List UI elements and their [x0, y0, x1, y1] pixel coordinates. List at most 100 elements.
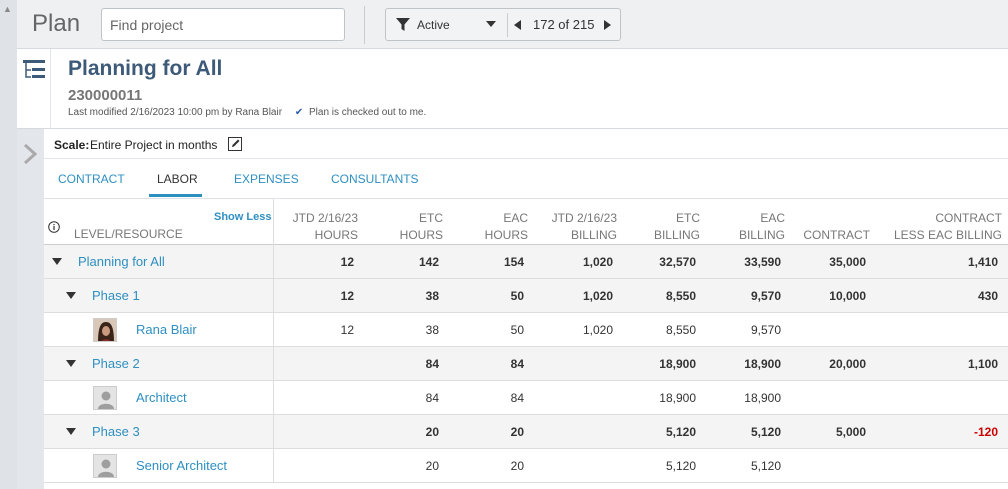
value-cell: 1,100	[967, 357, 998, 371]
column-header-line2: HOURS	[484, 228, 528, 242]
column-divider	[273, 199, 274, 483]
app-title: Plan	[32, 10, 81, 37]
value-cell: 20	[425, 459, 439, 473]
value-cell: 33,590	[744, 255, 781, 269]
side-panel-toggle[interactable]	[17, 129, 44, 489]
checkout-status-text: Plan is checked out to me.	[308, 107, 427, 118]
project-number: 230000011	[68, 87, 143, 104]
expand-toggle-icon[interactable]	[66, 428, 76, 435]
scale-bar: Scale: Entire Project in months	[44, 129, 1008, 159]
value-cell: 18,900	[659, 391, 696, 405]
value-cell: 50	[510, 323, 524, 337]
edit-icon[interactable]	[228, 137, 242, 151]
find-project-input[interactable]	[101, 8, 345, 41]
tab-consultants[interactable]: CONSULTANTS	[331, 172, 419, 186]
column-header-line2: HOURS	[399, 228, 443, 242]
column-header: JTD 2/16/23 HOURS	[277, 210, 358, 244]
value-cell: 32,570	[659, 255, 696, 269]
row-name-link[interactable]: Planning for All	[78, 254, 165, 269]
column-header-line1: EAC	[760, 211, 785, 225]
column-header: JTD 2/16/23 BILLING	[532, 210, 617, 244]
tab-expenses[interactable]: EXPENSES	[234, 172, 299, 186]
hierarchy-icon[interactable]	[23, 58, 45, 80]
show-less-link[interactable]: Show Less	[214, 211, 272, 223]
value-cell: 8,550	[665, 289, 696, 303]
value-cell: 5,000	[835, 425, 866, 439]
column-header: EAC BILLING	[704, 210, 785, 244]
value-cell: 5,120	[750, 425, 781, 439]
avatar	[93, 318, 117, 342]
avatar	[93, 386, 117, 410]
column-header: ETC HOURS	[362, 210, 443, 244]
value-cell: -120	[973, 425, 998, 439]
value-cell: 38	[425, 289, 439, 303]
value-cell: 154	[503, 255, 524, 269]
value-cell: 50	[510, 289, 524, 303]
row-name-link[interactable]: Phase 3	[92, 424, 140, 439]
main-content: Scale: Entire Project in months CONTRACT…	[44, 129, 1008, 489]
value-cell: 1,020	[582, 323, 613, 337]
expand-toggle-icon[interactable]	[66, 292, 76, 299]
chevron-right-icon[interactable]	[23, 143, 37, 165]
column-header: ETC BILLING	[621, 210, 700, 244]
resource-row: Senior Architect 20 20 5,120 5,120	[44, 449, 1008, 483]
column-header-line1: JTD 2/16/23	[551, 211, 617, 225]
expand-toggle-icon[interactable]	[52, 258, 62, 265]
column-header-line1: CONTRACT	[935, 211, 1002, 225]
toolbar-divider	[364, 6, 365, 44]
filter-value[interactable]: Active	[417, 18, 450, 32]
value-cell: 1,020	[582, 255, 613, 269]
value-cell: 430	[977, 289, 998, 303]
project-header: Planning for All 230000011 Last modified…	[17, 49, 1008, 129]
value-cell: 1,020	[582, 289, 613, 303]
column-header-line1: EAC	[503, 211, 528, 225]
row-name-link[interactable]: Architect	[136, 390, 187, 405]
row-name-link[interactable]: Phase 2	[92, 356, 140, 371]
row-name-link[interactable]: Senior Architect	[136, 458, 228, 473]
column-header-line2: HOURS	[314, 228, 358, 242]
row-name-link[interactable]: Rana Blair	[136, 322, 197, 337]
value-cell: 5,120	[665, 425, 696, 439]
scale-value: Entire Project in months	[90, 138, 218, 152]
filter-icon[interactable]	[396, 18, 410, 32]
active-tab-indicator	[149, 194, 202, 197]
tab-labor[interactable]: LABOR	[157, 172, 198, 186]
value-cell: 20	[425, 425, 439, 439]
column-header-line2: LESS EAC BILLING	[893, 228, 1002, 242]
next-record-icon[interactable]	[604, 20, 611, 30]
expand-toggle-icon[interactable]	[66, 360, 76, 367]
previous-record-icon[interactable]	[514, 20, 521, 30]
avatar	[93, 454, 117, 478]
value-cell: 12	[340, 323, 354, 337]
row-name-link[interactable]: Phase 1	[92, 288, 140, 303]
check-icon: ✔	[294, 107, 304, 118]
column-header: EAC HOURS	[447, 210, 528, 244]
scale-label: Scale:	[54, 138, 90, 152]
tab-contract[interactable]: CONTRACT	[58, 172, 125, 186]
column-header-line1: ETC	[419, 211, 443, 225]
value-cell: 84	[510, 357, 524, 371]
value-cell: 12	[340, 289, 354, 303]
value-cell: 20	[510, 425, 524, 439]
left-rail: ▲	[0, 0, 17, 489]
grid-header: LEVEL/RESOURCE Show Less JTD 2/16/23 HOUR…	[44, 199, 1008, 245]
column-header-line1: JTD 2/16/23	[292, 211, 358, 225]
summary-row: Phase 2 84 84 18,900 18,900 20,000 1,100	[44, 347, 1008, 381]
column-header: CONTRACT	[789, 210, 870, 244]
info-icon[interactable]	[48, 221, 60, 233]
column-header-line2: BILLING	[653, 228, 700, 242]
value-cell: 84	[510, 391, 524, 405]
column-header-line1: ETC	[676, 211, 700, 225]
chevron-down-icon[interactable]	[486, 21, 496, 27]
collapse-caret-icon[interactable]: ▲	[3, 4, 12, 14]
top-bar: Plan Active 172 of 215	[17, 0, 1008, 49]
summary-row: Phase 1 12 38 50 1,020 8,550 9,570 10,000 430	[44, 279, 1008, 313]
column-header-line2: CONTRACT	[803, 228, 870, 242]
value-cell: 84	[425, 391, 439, 405]
value-cell: 18,900	[744, 391, 781, 405]
value-cell: 5,120	[665, 459, 696, 473]
value-cell: 9,570	[750, 323, 781, 337]
value-cell: 18,900	[744, 357, 781, 371]
level-resource-header: LEVEL/RESOURCE	[74, 227, 183, 241]
value-cell: 35,000	[829, 255, 866, 269]
